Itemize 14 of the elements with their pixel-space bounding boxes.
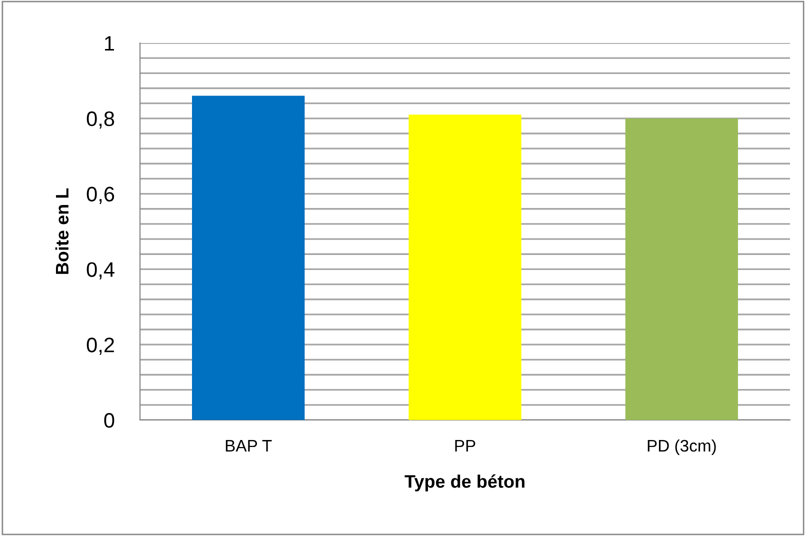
x-tick-label: PD (3cm) (648, 439, 716, 455)
bar (408, 114, 522, 420)
y-tick-label: 0 (104, 413, 114, 428)
x-axis-title: Type de béton (404, 474, 524, 492)
y-axis-title: Boite en L (55, 188, 69, 274)
y-tick-label: 0,8 (86, 111, 114, 129)
x-tick-label: PP (455, 440, 476, 452)
y-tick-label: 1 (105, 36, 114, 51)
y-tick-label: 0,4 (86, 262, 114, 280)
y-tick-label: 0,6 (86, 186, 114, 204)
bar (625, 118, 738, 420)
y-tick-label: 0,2 (86, 338, 114, 355)
x-tick-label: BAP T (226, 440, 272, 452)
bar (192, 96, 305, 420)
